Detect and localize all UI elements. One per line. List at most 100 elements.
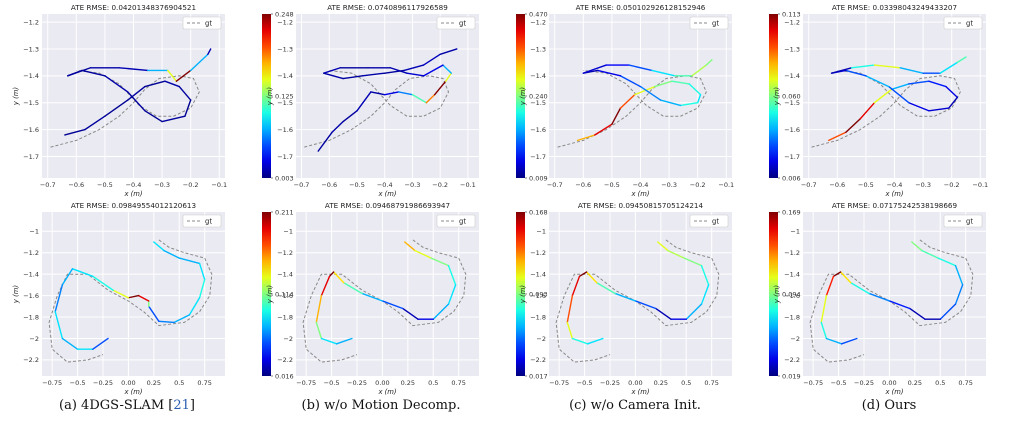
x-tick-label: −0.6 bbox=[829, 181, 845, 189]
y-tick-label: −2.2 bbox=[277, 356, 293, 364]
trajectory-segment bbox=[571, 337, 589, 345]
trajectory-segment bbox=[361, 72, 386, 77]
x-tick-label: −0.6 bbox=[321, 181, 337, 189]
y-tick-label: −1.7 bbox=[277, 153, 293, 161]
y-tick-label: −1.3 bbox=[530, 45, 546, 53]
legend-label: gt bbox=[459, 218, 466, 226]
trajectory-segment bbox=[585, 271, 598, 284]
trajectory-segment bbox=[104, 99, 129, 117]
y-tick-label: −2.2 bbox=[784, 356, 800, 364]
trajectory-segment bbox=[700, 284, 710, 305]
trajectory-segment bbox=[323, 72, 344, 80]
y-tick-label: −1.2 bbox=[277, 18, 293, 26]
y-axis-label: y (m) bbox=[773, 285, 781, 304]
trajectory-segment bbox=[328, 271, 335, 278]
trajectory-segment bbox=[683, 257, 703, 267]
colorbar-tick-label: 0.169 bbox=[782, 208, 801, 216]
x-tick-label: 0.25 bbox=[654, 379, 668, 387]
chart-title: ATE RMSE: 0.07175242538198669 bbox=[832, 201, 958, 210]
trajectory-segment bbox=[173, 314, 191, 324]
trajectory-segment bbox=[688, 83, 702, 96]
y-tick-label: −1.8 bbox=[530, 313, 546, 321]
trajectory-segment bbox=[447, 284, 457, 305]
trajectory-segment bbox=[323, 67, 342, 74]
x-tick-label: 0.00 bbox=[882, 379, 896, 387]
trajectory-segment bbox=[582, 64, 607, 74]
trajectory-segment bbox=[671, 80, 690, 85]
trajectory-segment bbox=[442, 64, 452, 74]
trajectory-segment bbox=[207, 48, 212, 56]
y-tick-label: −1.6 bbox=[530, 126, 546, 134]
y-tick-label: −1.7 bbox=[784, 153, 800, 161]
y-tick-label: −1.6 bbox=[784, 292, 800, 300]
trajectory-segment bbox=[127, 85, 146, 101]
trajectory-segment bbox=[566, 294, 574, 324]
y-axis-label: y (m) bbox=[519, 87, 527, 106]
x-tick-label: 0.00 bbox=[375, 379, 389, 387]
trajectory-segment bbox=[127, 294, 140, 299]
y-tick-label: −1.5 bbox=[530, 99, 546, 107]
x-tick-label: −0.7 bbox=[40, 181, 56, 189]
y-tick-label: −1.7 bbox=[23, 153, 39, 161]
trajectory-segment bbox=[948, 96, 959, 109]
x-tick-label: −0.25 bbox=[600, 379, 620, 387]
subplot-3: −0.7 −0.6 −0.5 −0.4 −0.3 −0.2 −0.1 −1.7 −1.6 −1.5… bbox=[519, 3, 801, 198]
trajectory-segment bbox=[571, 275, 581, 297]
trajectory-segment bbox=[342, 110, 358, 123]
trajectory-segment bbox=[845, 69, 867, 77]
chart-title: ATE RMSE: 0.09468791986693947 bbox=[325, 201, 450, 210]
subfigure-caption: (c) w/o Camera Init. bbox=[508, 398, 762, 413]
x-axis-label: x (m) bbox=[123, 190, 142, 198]
trajectory-segment bbox=[184, 99, 192, 117]
x-tick-label: −0.1 bbox=[718, 181, 734, 189]
chart-title: ATE RMSE: 0.09450815705124214 bbox=[578, 201, 704, 210]
x-tick-label: 0.00 bbox=[628, 379, 642, 387]
plot-background bbox=[549, 212, 732, 376]
trajectory-segment bbox=[153, 241, 165, 252]
trajectory-segment bbox=[939, 61, 959, 74]
x-tick-label: 0.25 bbox=[401, 379, 415, 387]
trajectory-segment bbox=[705, 59, 713, 66]
colorbar-tick-label: 0.060 bbox=[782, 92, 801, 100]
trajectory-segment bbox=[945, 85, 959, 99]
trajectory-segment bbox=[899, 67, 924, 74]
x-tick-label: 0.5 bbox=[428, 379, 438, 387]
trajectory-segment bbox=[406, 72, 425, 77]
y-tick-label: −1.4 bbox=[23, 270, 39, 278]
x-tick-label: 0.75 bbox=[958, 379, 972, 387]
trajectory-segment bbox=[611, 107, 622, 125]
y-tick-label: −1 bbox=[29, 228, 39, 236]
trajectory-segment bbox=[928, 107, 950, 112]
trajectory-segment bbox=[432, 303, 450, 320]
plot-background bbox=[296, 14, 479, 178]
legend-label: gt bbox=[966, 20, 973, 28]
x-tick-label: −0.7 bbox=[294, 181, 310, 189]
subplot-7: −0.75 −0.5 −0.25 0.00 0.25 0.5 0.75 −2.2 −2 −1.8 −… bbox=[519, 201, 801, 396]
x-tick-label: −0.75 bbox=[296, 379, 316, 387]
gt-trajectory bbox=[50, 70, 200, 148]
caption-text: (d) Ours bbox=[861, 398, 917, 413]
colorbar-tick-label: 0.168 bbox=[529, 208, 548, 216]
trajectory-segment bbox=[67, 67, 92, 77]
trajectory-segment bbox=[850, 64, 876, 69]
colorbar bbox=[516, 212, 525, 376]
y-tick-label: −1.4 bbox=[23, 72, 39, 80]
trajectory-segment bbox=[576, 134, 596, 142]
trajectory-segment bbox=[820, 294, 828, 324]
trajectory-segment bbox=[320, 275, 331, 297]
trajectory-segment bbox=[566, 321, 574, 340]
citation-link[interactable]: 21 bbox=[173, 398, 190, 413]
trajectory-segment bbox=[445, 72, 452, 82]
trajectory-segment bbox=[71, 268, 94, 278]
trajectory-segment bbox=[198, 262, 206, 281]
trajectory-segment bbox=[342, 75, 364, 80]
trajectory-segment bbox=[430, 257, 450, 267]
legend: gt bbox=[689, 16, 729, 30]
trajectory-segment bbox=[586, 337, 604, 345]
legend-label: gt bbox=[966, 218, 973, 226]
trajectory-segment bbox=[839, 271, 852, 284]
x-tick-label: −0.3 bbox=[154, 181, 170, 189]
subplot-8: −0.75 −0.5 −0.25 0.00 0.25 0.5 0.75 −2.2 −2 −1.8 −… bbox=[773, 201, 986, 396]
chart-title: ATE RMSE: 0.050102926128152946 bbox=[576, 3, 706, 12]
trajectory-segment bbox=[954, 264, 964, 286]
